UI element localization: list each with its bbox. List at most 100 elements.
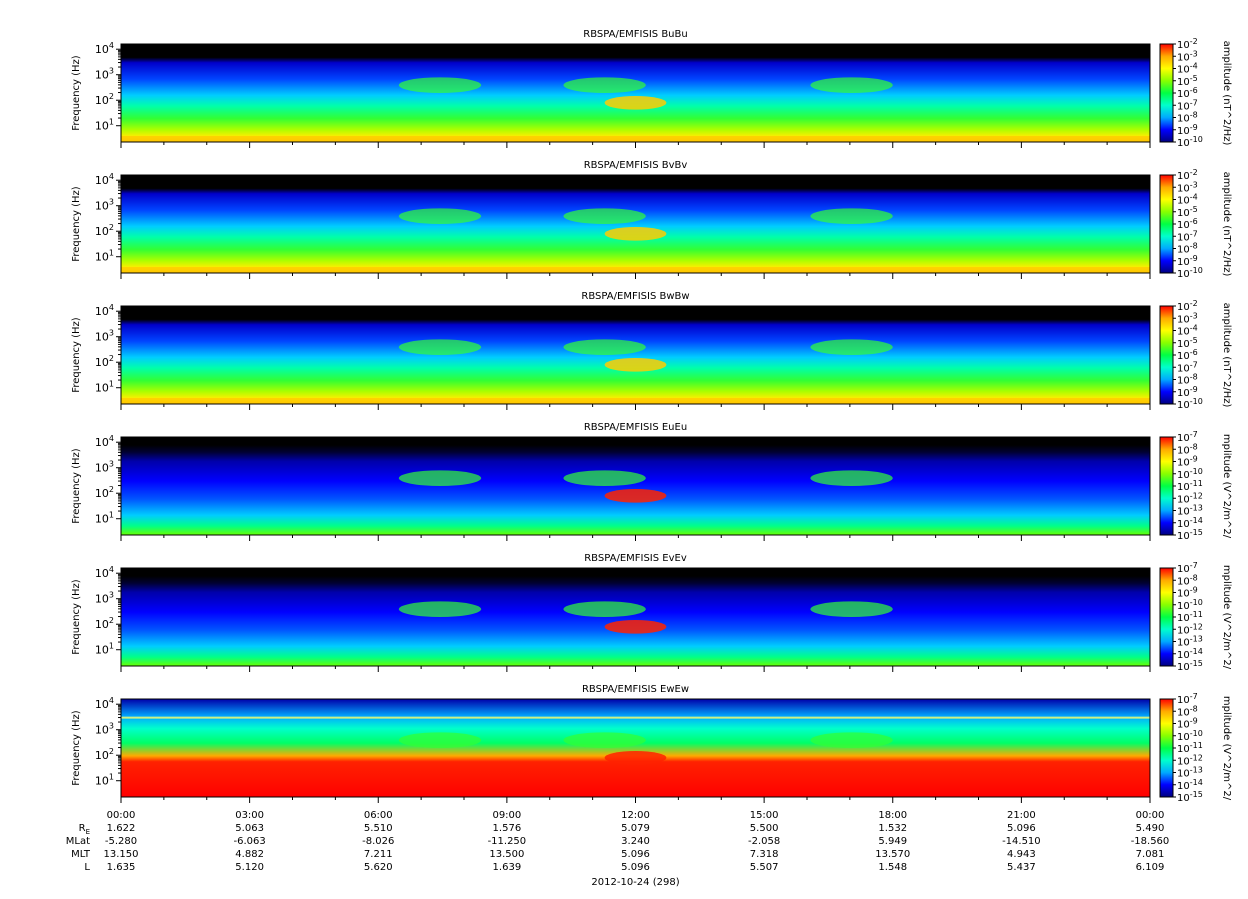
ephemeris-value: 5.490 (1136, 823, 1165, 834)
colorbar-tick-exponent: -8 (1190, 111, 1198, 120)
emission-band (604, 357, 667, 372)
ephemeris-value: 5.507 (750, 862, 779, 873)
emission-band (398, 732, 482, 748)
emission-band (398, 208, 482, 224)
y-tick-exponent: 1 (109, 380, 114, 389)
emission-band (604, 488, 667, 503)
time-label: 00:00 (1136, 810, 1165, 821)
ephemeris-value: -6.063 (234, 836, 266, 847)
spectrogram-panel-5: RBSPA/EMFISIS EvEv 101 102 103 104 Frequency … (71, 553, 1232, 673)
spectrogram-panel-2: RBSPA/EMFISIS BvBv 101 102 103 104 Frequency … (71, 160, 1232, 280)
y-tick-label: 103 (95, 67, 114, 82)
ephemeris-value: 5.096 (621, 862, 650, 873)
low-frequency-band (121, 267, 1150, 273)
y-tick-label: 103 (95, 460, 114, 475)
colorbar-tick-exponent: -10 (1190, 397, 1203, 406)
y-tick-label: 102 (95, 747, 114, 762)
colorbar-tick-exponent: -13 (1190, 635, 1203, 644)
y-axis-label: Frequency (Hz) (71, 317, 82, 393)
emission-band (810, 339, 893, 355)
ephemeris-value: 5.620 (364, 862, 393, 873)
colorbar-tick-exponent: -14 (1190, 647, 1203, 656)
y-axis-label: Frequency (Hz) (71, 579, 82, 655)
colorbar-tick-label: 10-10 (1177, 266, 1203, 280)
colorbar-tick-exponent: -14 (1190, 516, 1203, 525)
emission-band (398, 339, 482, 355)
y-tick-label: 101 (95, 773, 114, 788)
y-tick-label: 101 (95, 118, 114, 133)
ephemeris-value: 1.622 (107, 823, 136, 834)
y-tick-exponent: 2 (109, 616, 114, 625)
emission-band (810, 77, 893, 94)
colorbar-tick-exponent: -3 (1190, 311, 1198, 320)
emission-band (563, 208, 646, 224)
y-tick-label: 103 (95, 198, 114, 213)
y-tick-exponent: 3 (109, 198, 114, 207)
y-tick-exponent: 2 (109, 354, 114, 363)
y-tick-exponent: 1 (109, 642, 114, 651)
colorbar-tick-exponent: -12 (1190, 622, 1203, 631)
y-tick-label: 101 (95, 642, 114, 657)
colorbar-tick-exponent: -2 (1190, 37, 1198, 46)
y-tick-exponent: 3 (109, 722, 114, 731)
ephemeris-value: 7.318 (750, 849, 779, 860)
colorbar-tick-label: 10-15 (1177, 528, 1203, 542)
y-tick-exponent: 1 (109, 118, 114, 127)
ephemeris-value: -5.280 (105, 836, 137, 847)
colorbar-tick-exponent: -5 (1190, 205, 1198, 214)
y-tick-label: 104 (95, 434, 114, 449)
colorbar-tick-exponent: -6 (1190, 348, 1198, 357)
emission-band (810, 470, 893, 486)
ephemeris-value: 4.943 (1007, 849, 1036, 860)
panel-title: RBSPA/EMFISIS BuBu (583, 29, 687, 40)
panels-group: RBSPA/EMFISIS BuBu 101 102 103 104 Frequency … (71, 29, 1232, 804)
ephemeris-value: 5.949 (878, 836, 907, 847)
colorbar-tick-exponent: -11 (1190, 479, 1203, 488)
ephemeris-value: 6.109 (1136, 862, 1165, 873)
colorbar-tick-exponent: -9 (1190, 123, 1198, 132)
y-tick-exponent: 2 (109, 485, 114, 494)
time-label: 00:00 (107, 810, 136, 821)
colorbar-tick-label: 10-10 (1177, 397, 1203, 411)
panel-title: RBSPA/EMFISIS EuEu (584, 422, 687, 433)
ephemeris-value: 5.096 (621, 849, 650, 860)
colorbar-tick-exponent: -4 (1190, 62, 1198, 71)
ephemeris-value: 7.211 (364, 849, 393, 860)
colorbar-ramp (1159, 698, 1174, 798)
y-tick-label: 101 (95, 249, 114, 264)
colorbar-tick-label: 10-10 (1177, 135, 1203, 149)
panel-title: RBSPA/EMFISIS BvBv (584, 160, 688, 171)
y-tick-exponent: 2 (109, 92, 114, 101)
panel-title: RBSPA/EMFISIS EwEw (582, 684, 689, 695)
colorbar-tick-exponent: -9 (1190, 254, 1198, 263)
spectrogram-panel-4: RBSPA/EMFISIS EuEu 101 102 103 104 Frequency … (71, 422, 1232, 542)
colorbar-label: mplitude (V^2/m^2/ (1221, 434, 1232, 539)
ephemeris-row-label: MLT (71, 849, 91, 860)
colorbar-tick-exponent: -6 (1190, 217, 1198, 226)
colorbar: 10-210-310-410-510-610-710-810-910-10 amp… (1159, 168, 1232, 280)
colorbar-label: amplitude (nT^2/Hz) (1221, 41, 1232, 146)
colorbar-tick-exponent: -5 (1190, 74, 1198, 83)
ephemeris-value: 5.500 (750, 823, 779, 834)
panel-title: RBSPA/EMFISIS BwBw (581, 291, 689, 302)
ephemeris-row-label-subscript: E (86, 828, 90, 836)
y-tick-label: 103 (95, 591, 114, 606)
ephemeris-value: 1.639 (493, 862, 522, 873)
y-tick-label: 102 (95, 616, 114, 631)
ephemeris-value: 7.081 (1136, 849, 1165, 860)
ephemeris-value: 13.570 (875, 849, 910, 860)
ephemeris-value: 1.635 (107, 862, 136, 873)
colorbar-tick-exponent: -10 (1190, 467, 1203, 476)
colorbar-tick-exponent: -15 (1190, 659, 1203, 668)
colorbar-tick-exponent: -6 (1190, 86, 1198, 95)
colorbar-tick-exponent: -7 (1190, 692, 1198, 701)
low-frequency-band (121, 136, 1150, 142)
emission-band (398, 77, 482, 94)
colorbar-tick-exponent: -4 (1190, 193, 1198, 202)
y-tick-label: 103 (95, 329, 114, 344)
time-label: 18:00 (878, 810, 907, 821)
spectrogram-panel-3: RBSPA/EMFISIS BwBw 101 102 103 104 Frequency … (71, 291, 1232, 411)
colorbar-tick-exponent: -4 (1190, 324, 1198, 333)
colorbar-tick-exponent: -11 (1190, 741, 1203, 750)
